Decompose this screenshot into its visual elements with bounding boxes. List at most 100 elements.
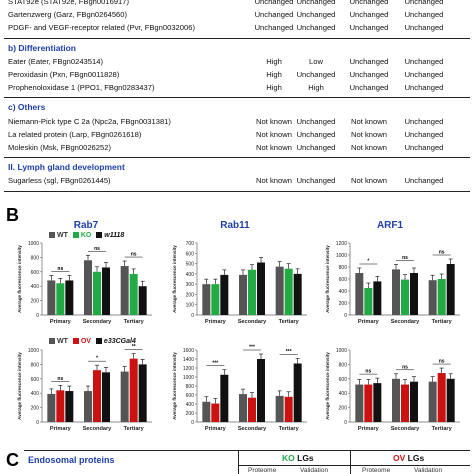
expression-cell: Unchanged <box>254 23 294 33</box>
gene-name: Niemann-Pick type C 2a (Npc2a, FBgn00313… <box>8 116 171 126</box>
gene-name: Peroxidasin (Pxn, FBgn0011828) <box>8 70 120 79</box>
table-divider <box>4 190 470 192</box>
significance-label: ns <box>439 250 445 256</box>
table-row: Sugarless (sgl, FBgn0261445) Not known Unc… <box>0 176 474 190</box>
y-tick-label: 200 <box>31 299 40 305</box>
chart-title-rab7: Rab7 <box>73 220 99 231</box>
table-divider <box>4 97 470 99</box>
panel-c-letter: C <box>6 450 19 470</box>
y-axis-label: Average fluorescence intensity <box>325 352 330 420</box>
x-tick-label: Secondary <box>238 319 267 325</box>
ov-lgs-header: OV LGs <box>393 453 425 463</box>
y-tick-label: 0 <box>344 420 347 426</box>
y-tick-label: 200 <box>186 292 195 298</box>
significance-label: *** <box>212 360 218 366</box>
bar <box>275 266 284 315</box>
expression-cell: Unchanged <box>404 176 444 186</box>
y-tick-label: 1000 <box>28 348 39 354</box>
expression-cell: Unchanged <box>404 23 444 33</box>
y-tick-label: 200 <box>339 301 348 307</box>
ov-validation-header: Validation <box>414 467 443 474</box>
ko-validation-header: Validation <box>300 467 329 474</box>
significance-label: *** <box>286 349 292 355</box>
expression-cell: Not known <box>256 176 292 186</box>
bar <box>257 262 265 315</box>
table-divider <box>4 37 470 39</box>
x-tick-label: Tertiary <box>279 319 300 325</box>
y-tick-label: 600 <box>186 393 195 399</box>
x-tick-label: Secondary <box>391 319 420 325</box>
y-tick-label: 400 <box>186 272 195 278</box>
section-title: c) Others <box>8 102 46 113</box>
bar <box>84 260 92 315</box>
significance-label: ns <box>402 364 408 370</box>
x-tick-label: Primary <box>205 319 227 325</box>
x-tick-label: Secondary <box>238 426 267 432</box>
expression-cell: High <box>266 70 282 79</box>
bar <box>65 280 74 315</box>
y-tick-label: 700 <box>186 241 195 247</box>
chart-title-rab11: Rab11 <box>220 220 250 231</box>
x-tick-label: Primary <box>358 319 380 325</box>
significance-label: ns <box>94 246 100 252</box>
expression-cell: Not known <box>351 176 387 186</box>
bar <box>239 394 247 422</box>
bar <box>220 374 229 422</box>
expression-cell: Not known <box>351 116 387 126</box>
ov-proteome-header: Proteome <box>362 467 391 474</box>
chart-title-arf1: ARF1 <box>376 220 404 231</box>
expression-cell: Unchanged <box>404 56 444 66</box>
bar <box>446 264 455 315</box>
bar <box>293 273 302 315</box>
bar <box>373 383 382 422</box>
expression-cell: Not known <box>351 143 387 152</box>
expression-cell: Not known <box>256 143 292 152</box>
table-row: Niemann-Pick type C 2a (Npc2a, FBgn00313… <box>0 117 474 131</box>
table-row: PDGF- and VEGF-receptor related (Pvr, FB… <box>0 23 474 37</box>
expression-cell: High <box>266 56 282 66</box>
section-title: b) Differentiation <box>8 42 76 53</box>
expression-cell: Unchanged <box>296 116 336 126</box>
y-tick-label: 1200 <box>183 366 194 372</box>
gene-name: Prophenoloxidase 1 (PPO1, FBgn0283437) <box>8 83 155 93</box>
x-tick-label: Primary <box>50 426 72 432</box>
bar <box>47 280 56 315</box>
y-tick-label: 800 <box>339 362 348 368</box>
expression-cell: Unchanged <box>404 10 444 20</box>
x-tick-label: Primary <box>205 426 227 432</box>
y-tick-label: 0 <box>344 313 347 319</box>
expression-cell: Unchanged <box>296 70 336 79</box>
table-divider <box>4 157 470 159</box>
expression-cell: High <box>266 83 282 93</box>
bar <box>239 274 247 315</box>
expression-cell: Not known <box>351 129 387 139</box>
bar <box>56 390 65 422</box>
legend-bottom: WT OV e33CGal4 <box>46 338 136 345</box>
significance-label: ns <box>131 252 137 258</box>
y-tick-label: 1400 <box>183 357 194 363</box>
bar <box>401 384 409 422</box>
y-tick-label: 400 <box>31 391 40 397</box>
gene-name: STAT92e (STAT92e, FBgn0016917) <box>8 0 129 6</box>
bar <box>129 358 138 422</box>
bar <box>373 281 382 315</box>
bar <box>428 280 437 315</box>
y-tick-label: 800 <box>186 384 195 390</box>
bar <box>56 283 65 315</box>
table-row: STAT92e (STAT92e, FBgn0016917) Unchanged U… <box>0 0 474 11</box>
significance-label: ns <box>57 266 63 272</box>
bar <box>428 381 437 422</box>
y-tick-label: 200 <box>31 406 40 412</box>
expression-cell: Unchanged <box>296 10 336 20</box>
y-tick-label: 800 <box>31 362 40 368</box>
ko-lgs-header: KO LGs <box>282 453 314 463</box>
significance-label: *** <box>249 345 255 351</box>
expression-cell: Unchanged <box>254 0 294 6</box>
y-tick-label: 1000 <box>336 253 347 259</box>
table-row: Gartenzwerg (Garz, FBgn0264560) Unchanged… <box>0 10 474 24</box>
section-title: II. Lymph gland development <box>8 162 125 173</box>
table-row: Prophenoloxidase 1 (PPO1, FBgn0283437) Hi… <box>0 83 474 97</box>
table-row: Peroxidasin (Pxn, FBgn0011828) High Unchan… <box>0 70 474 84</box>
y-axis-label: Average fluorescence intensity <box>17 245 22 313</box>
x-tick-label: Secondary <box>83 319 112 325</box>
